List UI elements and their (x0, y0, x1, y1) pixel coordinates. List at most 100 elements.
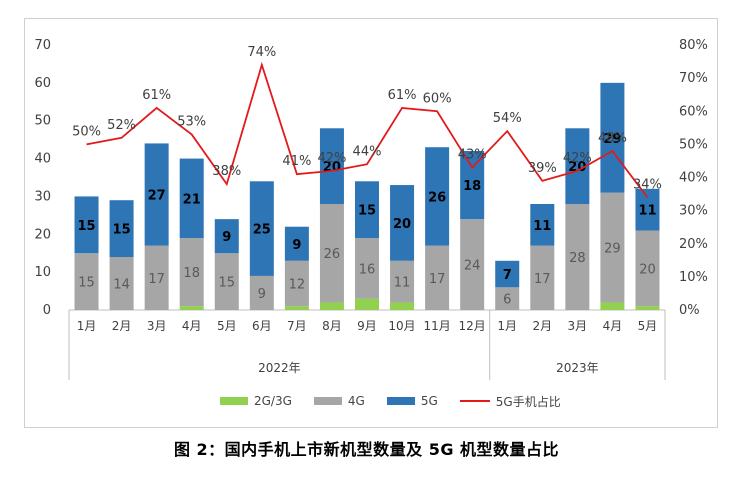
x-tick-label: 11月 (423, 319, 450, 333)
data-label-5g-share: 52% (107, 118, 136, 133)
bar-5g (355, 181, 379, 239)
bar-5g (74, 196, 99, 254)
bar-4g (355, 238, 379, 299)
data-label-5g-share: 34% (633, 177, 662, 192)
bar-2g3g (600, 302, 625, 310)
x-tick-label: 7月 (287, 319, 307, 333)
data-label-5g: 7 (503, 268, 512, 283)
y-left-tick-label: 20 (34, 227, 51, 242)
y-right-tick-label: 60% (679, 104, 708, 119)
bar-5g (144, 143, 169, 246)
bar-4g (635, 230, 660, 307)
bar-4g (390, 260, 415, 303)
x-tick-label: 6月 (252, 319, 272, 333)
bar-2g3g (179, 306, 204, 310)
data-label-4g: 11 (394, 276, 411, 291)
data-label-5g: 15 (358, 204, 376, 219)
bar-2g3g (319, 302, 344, 310)
chart-svg: 0 10 20 30 40 50 60 70 0% 10% 20% 30% 40% 50% 60% 70% 80… (34, 38, 708, 380)
data-label-4g: 18 (183, 266, 200, 281)
data-label-5g-share: 61% (388, 88, 417, 103)
legend: 2G/3G 4G 5G 5G手机占比 (220, 391, 583, 411)
data-label-5g-share: 60% (423, 91, 452, 106)
x-tick-label: 3月 (147, 319, 167, 333)
bar-4g (425, 245, 450, 310)
data-label-5g-share: 53% (177, 114, 206, 129)
data-label-5g-share: 50% (72, 124, 101, 139)
x-tick-label: 5月 (217, 319, 237, 333)
bar-4g (600, 192, 625, 303)
data-label-4g: 15 (78, 276, 95, 291)
legend-item-5g: 5G (386, 394, 438, 408)
bar-4g (179, 238, 204, 307)
figure-caption: 图 2：国内手机上市新机型数量及 5G 机型数量占比 (173, 440, 560, 459)
bar-5g (249, 181, 274, 276)
data-label-5g: 26 (428, 190, 446, 205)
bar-5g (495, 260, 520, 288)
data-label-5g-share: 61% (142, 88, 171, 103)
group-label: 2022年 (258, 361, 301, 375)
data-label-5g-share: 48% (598, 131, 627, 146)
x-tick-label: 10月 (388, 319, 415, 333)
data-label-4g: 9 (258, 287, 266, 302)
data-label-5g-share: 44% (353, 144, 382, 159)
legend-item-4g: 4G (313, 394, 365, 408)
y-left-tick-label: 10 (34, 265, 51, 280)
data-label-5g: 25 (253, 223, 271, 238)
y-left-tick-label: 50 (34, 114, 51, 129)
data-label-5g: 20 (393, 217, 411, 232)
y-right-tick-label: 70% (679, 71, 708, 86)
bar-5g (214, 219, 239, 254)
legend-label-5g-share: 5G手机占比 (495, 394, 561, 409)
x-tick-label: 1月 (497, 319, 517, 333)
bar-5g (284, 226, 309, 261)
y-left-tick-label: 60 (34, 76, 51, 91)
x-tick-label: 3月 (568, 319, 588, 333)
x-tick-label: 9月 (357, 319, 377, 333)
data-label-5g: 9 (292, 238, 301, 253)
bar-5g (319, 128, 344, 204)
data-label-4g: 15 (218, 276, 235, 291)
chart-frame: 0 10 20 30 40 50 60 70 0% 10% 20% 30% 40% 50% 60% 70% 80… (24, 18, 718, 428)
legend-swatch-5g-share (459, 400, 490, 402)
x-tick-label: 8月 (322, 319, 342, 333)
bar-4g (214, 253, 239, 310)
bar-4g (74, 253, 99, 310)
data-label-4g: 14 (113, 278, 130, 293)
bar-4g (530, 245, 555, 310)
bar-4g (319, 204, 344, 303)
y-left-tick-label: 30 (34, 189, 51, 204)
bar-5g (425, 147, 450, 246)
bar-5g (635, 188, 660, 231)
data-label-4g: 16 (359, 262, 376, 277)
data-label-4g: 24 (464, 259, 481, 274)
legend-label-4g: 4G (347, 394, 365, 408)
bar-4g (460, 219, 485, 310)
y-right-tick-label: 50% (679, 137, 708, 152)
data-label-4g: 17 (429, 272, 446, 287)
data-label-5g: 29 (603, 132, 621, 147)
bar-5g (530, 204, 555, 246)
y-left-tick-label: 70 (34, 38, 51, 53)
data-label-5g: 11 (533, 219, 551, 234)
legend-swatch-2g3g (220, 397, 248, 405)
data-label-4g: 26 (324, 247, 341, 262)
bar-4g (284, 260, 309, 307)
bar-2g3g (635, 306, 660, 310)
bar-5g (109, 200, 134, 257)
data-label-5g: 11 (638, 204, 656, 219)
data-label-5g-share: 43% (458, 148, 487, 163)
x-tick-label: 2月 (532, 319, 552, 333)
data-label-5g-share: 41% (282, 154, 311, 169)
data-label-5g-share: 39% (528, 161, 557, 176)
legend-label-5g: 5G (420, 394, 438, 408)
y-right-tick-label: 30% (679, 204, 708, 219)
legend-swatch-4g (313, 397, 342, 405)
legend-swatch-5g (386, 397, 415, 405)
data-label-4g: 20 (639, 262, 656, 277)
x-tick-label: 4月 (603, 319, 623, 333)
legend-item-5g-share: 5G手机占比 (459, 393, 561, 410)
bar-4g (249, 275, 274, 310)
y-left-tick-label: 40 (34, 152, 51, 167)
y-right-tick-label: 20% (679, 237, 708, 252)
